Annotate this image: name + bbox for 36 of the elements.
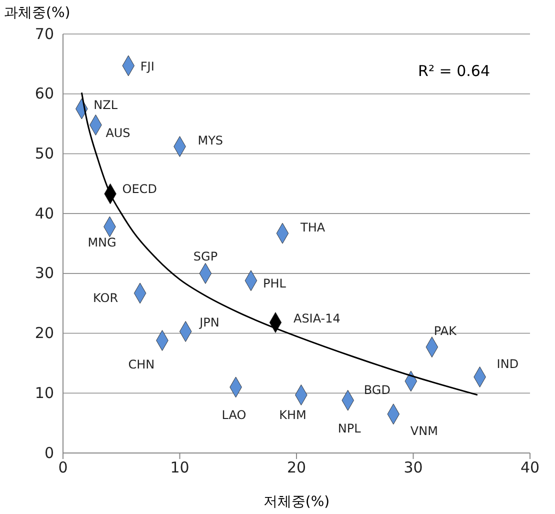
annotation: LAO xyxy=(222,408,246,422)
annotation: NZL xyxy=(94,98,118,112)
annotation: AUS xyxy=(106,126,130,140)
annotation: ASIA-14 xyxy=(293,312,340,326)
annotation: BGD xyxy=(364,383,390,398)
annotation: PHL xyxy=(262,276,286,291)
x-axis-title: 저체중(%) xyxy=(263,494,330,510)
x-tick-label: 0 xyxy=(58,458,68,477)
x-tick-label: 10 xyxy=(170,458,190,477)
annotation: MYS xyxy=(198,134,224,148)
annotation: MNG xyxy=(88,236,116,250)
y-tick-label: 60 xyxy=(34,84,54,103)
y-tick-label: 40 xyxy=(34,204,54,222)
annotation: FJI xyxy=(140,60,154,74)
annotation: R² = 0.64 xyxy=(418,62,490,80)
annotation: VNM xyxy=(410,424,438,438)
annotation: SGP xyxy=(193,249,218,264)
annotation: PAK xyxy=(434,324,458,338)
annotation: THA xyxy=(299,220,326,234)
y-tick-label: 50 xyxy=(34,144,54,163)
annotation: KHM xyxy=(279,408,306,422)
y-tick-label: 70 xyxy=(34,24,54,43)
y-tick-label: 0 xyxy=(44,444,54,462)
annotation: CHN xyxy=(128,357,155,372)
y-axis-title: 과체중(%) xyxy=(4,5,70,21)
annotation: NPL xyxy=(338,421,362,436)
annotation: OECD xyxy=(122,182,157,196)
annotation: IND xyxy=(496,356,519,371)
x-tick-label: 30 xyxy=(404,458,423,477)
annotation: KOR xyxy=(93,291,118,306)
x-tick-label: 20 xyxy=(286,458,306,477)
y-tick-label: 30 xyxy=(34,264,54,282)
x-tick-label: 40 xyxy=(520,458,540,477)
y-tick-label: 10 xyxy=(34,384,54,402)
annotation: JPN xyxy=(198,315,220,330)
y-tick-label: 20 xyxy=(34,324,54,342)
